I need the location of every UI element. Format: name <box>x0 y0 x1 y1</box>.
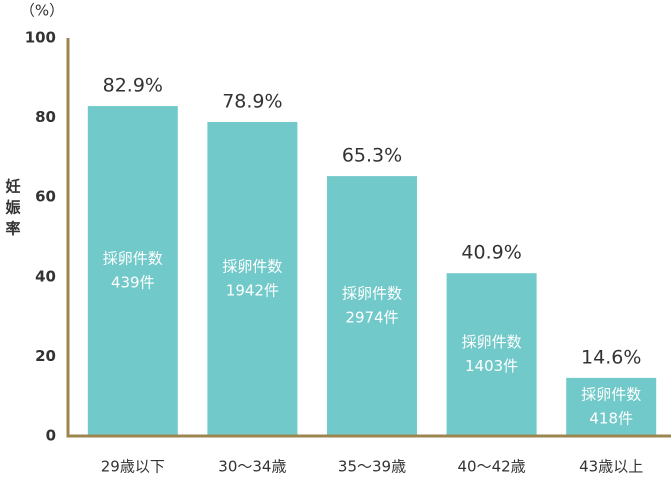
x-tick-label: 40～42歳 <box>458 458 526 476</box>
bar-label: 採卵件数 <box>222 257 282 275</box>
x-tick-label: 35～39歳 <box>338 458 406 476</box>
bar-label: 採卵件数 <box>462 333 522 351</box>
bar <box>207 121 298 436</box>
x-tick-label: 29歳以下 <box>101 458 165 476</box>
x-tick-label: 43歳以上 <box>579 458 643 476</box>
bar-label: 418件 <box>589 409 633 427</box>
bar-label: 439件 <box>111 274 155 292</box>
value-label: 40.9% <box>461 242 521 264</box>
bar-label: 1403件 <box>465 357 518 375</box>
bar-label: 2974件 <box>345 309 398 327</box>
bar-label: 採卵件数 <box>103 250 163 268</box>
bar <box>446 273 537 436</box>
y-tick-label: 100 <box>25 29 56 47</box>
bar <box>87 106 178 437</box>
x-tick-label: 30～34歳 <box>218 458 286 476</box>
y-tick-label: 0 <box>46 427 56 445</box>
y-tick-label: 80 <box>35 108 56 126</box>
value-label: 65.3% <box>342 145 402 167</box>
y-tick-label: 60 <box>35 188 56 206</box>
value-label: 78.9% <box>222 90 282 112</box>
bar <box>327 176 417 436</box>
value-label: 14.6% <box>581 346 641 368</box>
y-tick-label: 40 <box>35 267 56 285</box>
bar <box>566 377 657 436</box>
y-tick-label: 20 <box>35 347 56 365</box>
bar-label: 1942件 <box>226 281 279 299</box>
y-axis-label: 妊娠率 <box>4 178 22 242</box>
y-unit: （%） <box>20 2 64 20</box>
value-label: 82.9% <box>103 75 163 97</box>
bar-label: 採卵件数 <box>581 385 641 403</box>
bar-label: 採卵件数 <box>342 285 402 303</box>
